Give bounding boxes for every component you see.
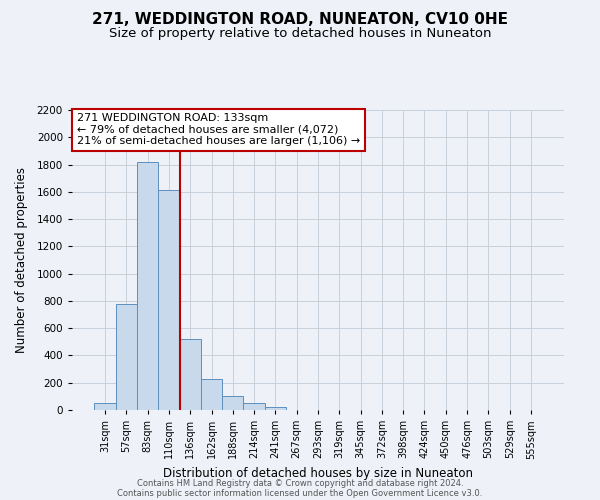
Bar xyxy=(94,403,116,410)
Bar xyxy=(222,396,244,410)
Bar xyxy=(116,304,137,410)
Bar xyxy=(201,378,222,410)
Bar xyxy=(137,162,158,410)
Bar xyxy=(265,406,286,410)
Bar xyxy=(244,403,265,410)
Text: Contains HM Land Registry data © Crown copyright and database right 2024.: Contains HM Land Registry data © Crown c… xyxy=(137,478,463,488)
Text: Contains public sector information licensed under the Open Government Licence v3: Contains public sector information licen… xyxy=(118,488,482,498)
Text: 271 WEDDINGTON ROAD: 133sqm
← 79% of detached houses are smaller (4,072)
21% of : 271 WEDDINGTON ROAD: 133sqm ← 79% of det… xyxy=(77,113,360,146)
Text: 271, WEDDINGTON ROAD, NUNEATON, CV10 0HE: 271, WEDDINGTON ROAD, NUNEATON, CV10 0HE xyxy=(92,12,508,28)
Y-axis label: Number of detached properties: Number of detached properties xyxy=(16,167,28,353)
Bar xyxy=(179,339,201,410)
Text: Size of property relative to detached houses in Nuneaton: Size of property relative to detached ho… xyxy=(109,28,491,40)
Bar xyxy=(158,190,179,410)
X-axis label: Distribution of detached houses by size in Nuneaton: Distribution of detached houses by size … xyxy=(163,467,473,480)
